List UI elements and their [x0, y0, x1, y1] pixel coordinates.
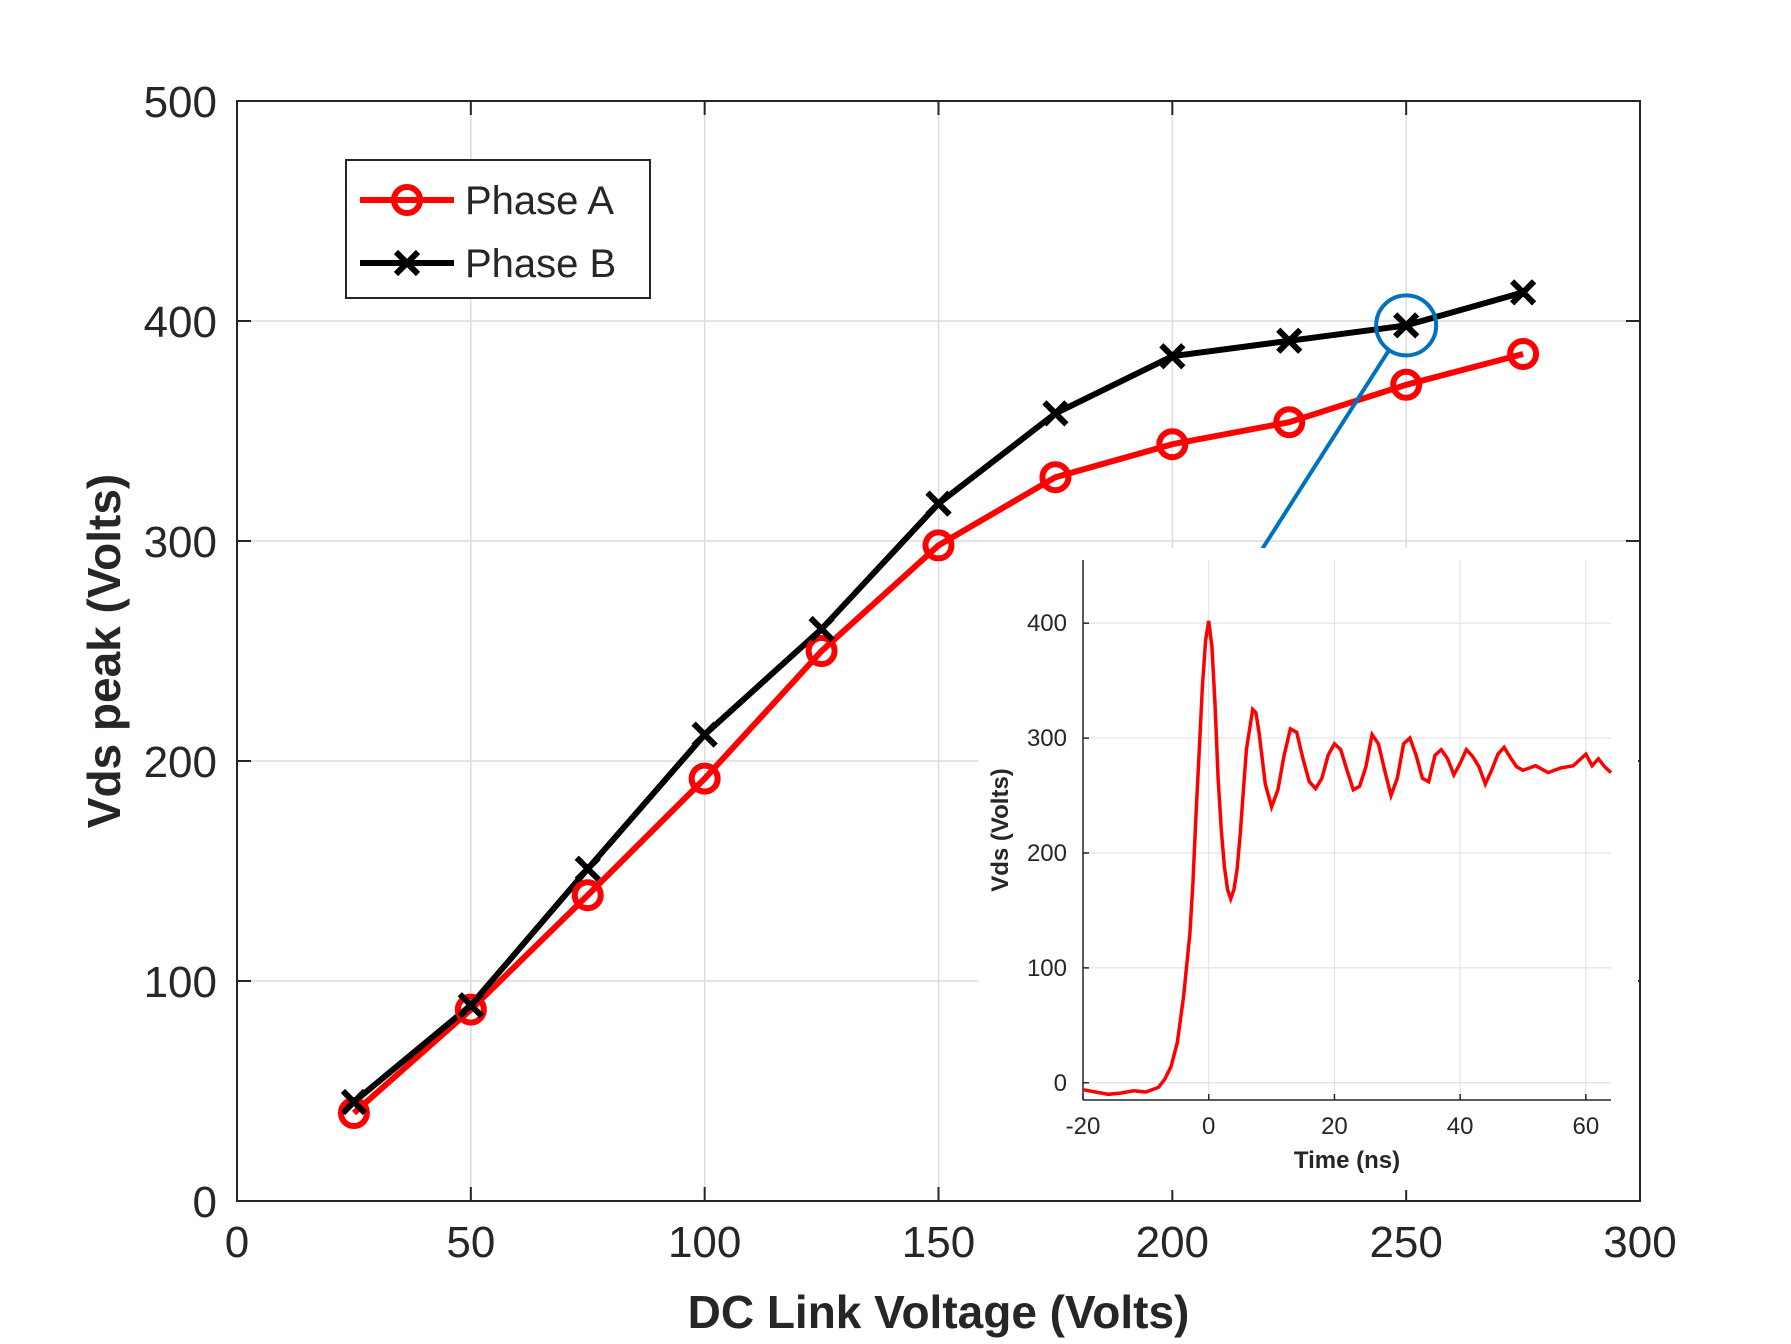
x-tick-label: 150 — [902, 1218, 975, 1267]
legend-label-phase-a: Phase A — [465, 179, 614, 223]
legend-label-phase-b: Phase B — [465, 242, 616, 286]
data-point-phase-a — [1507, 338, 1540, 370]
inset-x-tick-label: 20 — [1321, 1113, 1348, 1140]
inset-x-tick-label: 0 — [1202, 1113, 1215, 1140]
x-tick-label: 200 — [1136, 1218, 1209, 1267]
data-point-phase-b — [1276, 327, 1303, 354]
inset-plot: -20 0 20 40 60 0 100 200 300 400 Time (ns) Vds (V… — [978, 548, 1638, 1190]
inset-grid — [1082, 560, 1611, 1100]
data-point-phase-b — [1393, 312, 1420, 339]
data-point-phase-a — [1273, 406, 1306, 439]
y-tick-label: 500 — [144, 78, 217, 127]
y-tick-label: 400 — [144, 298, 217, 347]
inset-axes — [1082, 560, 1611, 1101]
series-line-phase-a — [351, 351, 1524, 1116]
inset-y-axis-label: Vds (Volts) — [987, 768, 1014, 892]
data-point-phase-b — [691, 721, 718, 748]
inset-y-tick-label: 300 — [1027, 725, 1067, 752]
data-point-phase-b — [1042, 400, 1069, 427]
inset-ticks: -20 0 20 40 60 0 100 200 300 400 — [1027, 610, 1599, 1140]
data-point-phase-b — [1159, 343, 1186, 370]
data-point-phase-b — [925, 490, 952, 517]
inset-x-axis-label: Time (ns) — [1294, 1147, 1400, 1174]
x-tick-label: 50 — [446, 1218, 495, 1267]
y-tick-label: 300 — [144, 518, 217, 567]
legend-marker-phase-a — [391, 184, 423, 216]
main-markers — [337, 279, 1540, 1129]
data-point-phase-b — [340, 1088, 368, 1116]
y-axis-label: Vds peak (Volts) — [78, 474, 130, 828]
x-tick-label: 300 — [1603, 1218, 1676, 1267]
x-tick-label: 0 — [225, 1218, 249, 1267]
inset-y-tick-label: 100 — [1027, 955, 1067, 982]
legend: Phase A Phase B — [345, 159, 651, 299]
inset-waveform-line — [1082, 620, 1613, 1097]
data-point-phase-a — [1039, 461, 1072, 494]
inset-x-tick-label: 40 — [1447, 1113, 1474, 1140]
data-point-phase-b — [808, 615, 835, 643]
y-tick-label: 0 — [193, 1178, 217, 1227]
data-point-phase-b — [457, 992, 484, 1019]
inset-y-tick-label: 400 — [1027, 610, 1067, 637]
inset-y-tick-label: 200 — [1027, 840, 1067, 867]
inset-background — [978, 548, 1638, 1190]
x-tick-label: 250 — [1369, 1218, 1442, 1267]
x-tick-label: 100 — [668, 1218, 741, 1267]
y-tick-label: 200 — [144, 738, 217, 787]
highlight-circle — [1374, 293, 1439, 358]
data-point-phase-a — [805, 635, 838, 667]
data-point-phase-a — [922, 529, 955, 562]
x-axis-label: DC Link Voltage (Volts) — [688, 1286, 1190, 1338]
data-point-phase-a — [1156, 428, 1189, 461]
data-point-phase-a — [1390, 368, 1423, 401]
inset-x-tick-label: 60 — [1573, 1113, 1600, 1140]
inset-y-tick-label: 0 — [1054, 1070, 1067, 1097]
data-point-phase-a — [454, 993, 487, 1026]
data-point-phase-a — [688, 762, 721, 795]
data-point-phase-b — [1509, 279, 1537, 306]
legend-marker-phase-b — [393, 249, 421, 277]
data-point-phase-a — [571, 879, 604, 912]
legend-box — [345, 159, 651, 299]
data-point-phase-b — [574, 855, 601, 882]
y-tick-label: 100 — [144, 958, 217, 1007]
inset-x-tick-label: -20 — [1066, 1113, 1101, 1140]
